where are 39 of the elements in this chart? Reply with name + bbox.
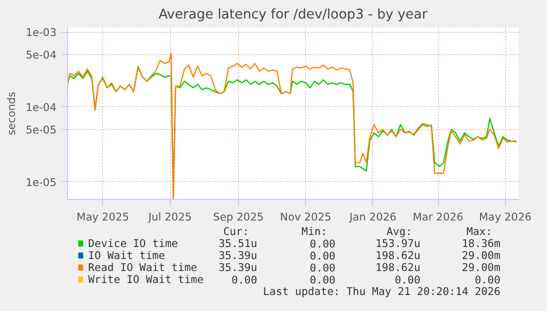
legend-label: Device IO time bbox=[88, 237, 178, 250]
text: Avg: bbox=[386, 225, 412, 238]
text: 0.00 bbox=[231, 274, 258, 286]
y-tick-label: 1e-05 bbox=[26, 176, 57, 189]
x-tick-label: Nov 2025 bbox=[280, 210, 332, 224]
text: 0.00 bbox=[394, 274, 420, 286]
y-axis-title: seconds bbox=[4, 91, 18, 136]
text: 0.00 bbox=[310, 238, 336, 250]
text: 35.39u bbox=[218, 261, 258, 274]
y-tick-label: 5e-05 bbox=[26, 123, 57, 136]
text: 18.36m bbox=[462, 237, 500, 250]
y-tick-label: 1e-03 bbox=[26, 26, 57, 40]
text: 35.51u bbox=[218, 237, 258, 250]
text: 0.00 bbox=[310, 250, 336, 262]
text: 35.39u bbox=[218, 249, 258, 262]
text: Cur: bbox=[223, 225, 249, 238]
text: 0.00 bbox=[474, 274, 500, 286]
x-tick-label: May 2025 bbox=[76, 210, 130, 224]
text: 153.97u bbox=[375, 237, 420, 250]
chart-title: Average latency for /dev/loop3 - by year bbox=[158, 8, 428, 22]
text: 198.62u bbox=[375, 261, 420, 274]
legend-label: Read IO Wait time bbox=[88, 261, 198, 274]
text: Max: bbox=[466, 225, 492, 238]
text: 198.62u bbox=[375, 249, 420, 262]
x-tick-label: Sep 2025 bbox=[213, 210, 264, 224]
text: 29.00m bbox=[462, 249, 500, 262]
legend-label: IO Wait time bbox=[88, 249, 166, 262]
x-tick-label: May 2026 bbox=[479, 210, 532, 224]
y-tick-label: 1e-04 bbox=[26, 100, 57, 114]
legend-label: Write IO Wait time bbox=[88, 273, 204, 286]
text: Last update: Thu May 21 20:20:14 2026 bbox=[262, 285, 500, 298]
x-tick-label: Mar 2026 bbox=[412, 210, 464, 224]
x-tick-label: Jan 2026 bbox=[348, 210, 397, 224]
text: 0.00 bbox=[310, 262, 336, 274]
text: Min: bbox=[302, 225, 328, 238]
text: 29.00m bbox=[462, 261, 500, 274]
y-tick-label: 5e-04 bbox=[26, 48, 57, 62]
text: 0.00 bbox=[310, 274, 336, 286]
x-tick-label: Jul 2025 bbox=[147, 210, 192, 224]
